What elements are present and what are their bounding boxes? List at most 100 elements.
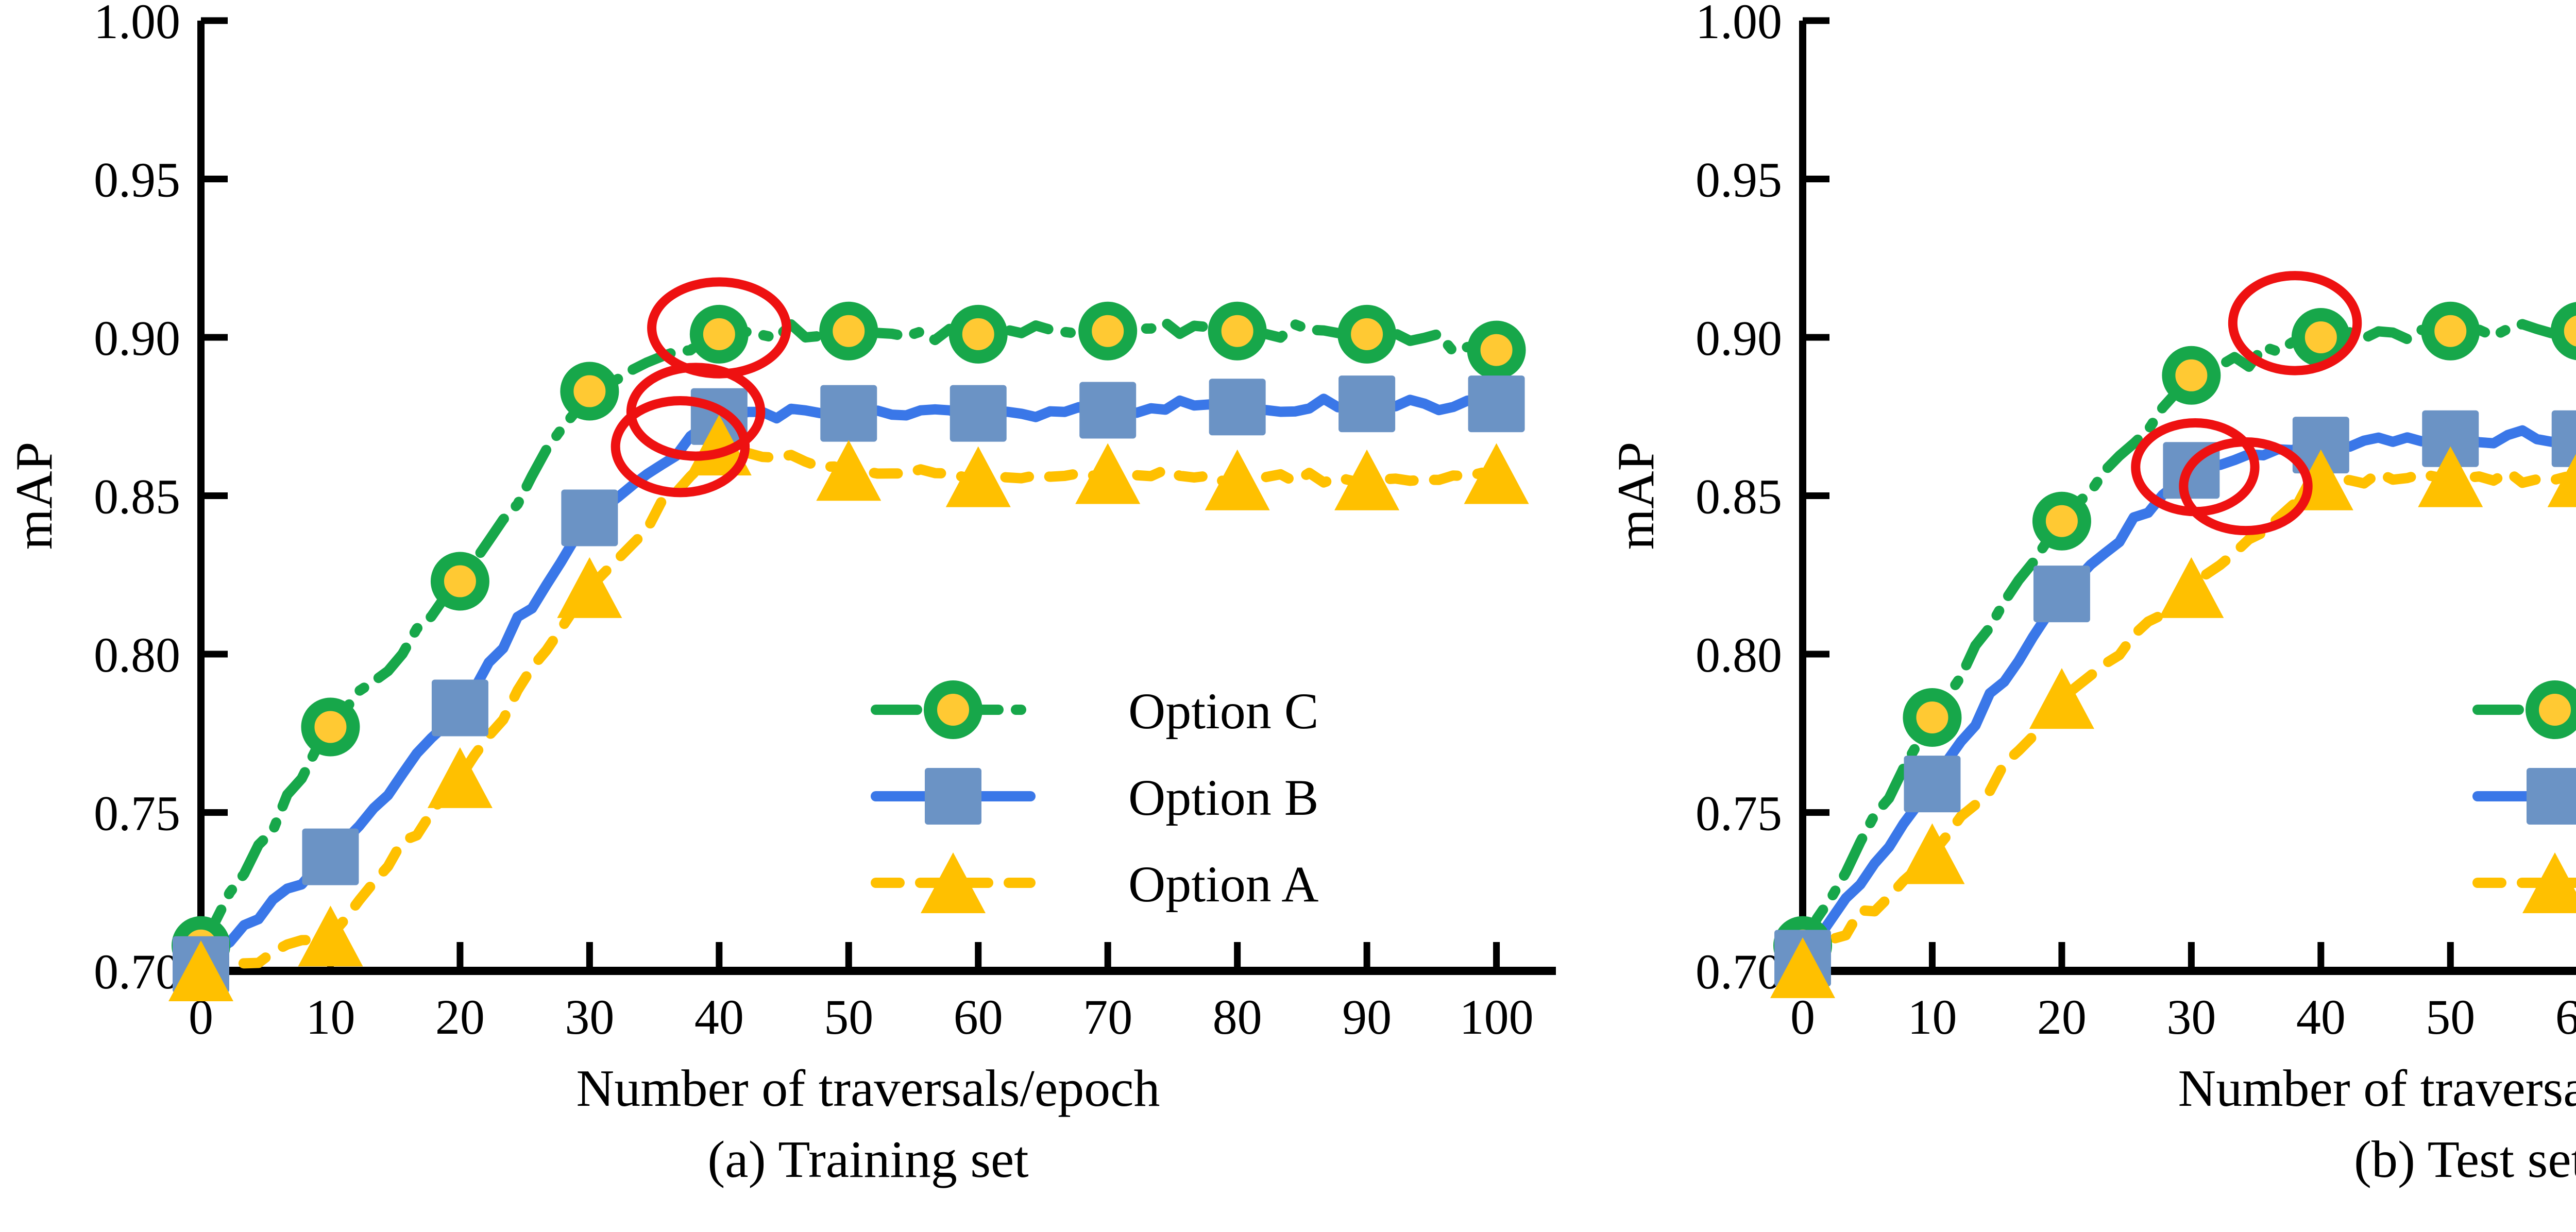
circle-marker	[924, 680, 982, 739]
markers-option-c	[172, 301, 1526, 975]
circle-marker	[1903, 688, 1962, 747]
x-axis-tick-label: 50	[2426, 989, 2475, 1045]
triangle-marker	[1334, 449, 1400, 510]
circle-marker	[2162, 346, 2221, 405]
square-marker	[2422, 410, 2479, 467]
square-marker	[1079, 382, 1137, 439]
legend-label-option-c: Option C	[1128, 682, 1318, 740]
highlight-ellipse	[2179, 437, 2313, 536]
square-marker	[1338, 375, 1396, 433]
y-axis-title: mAP	[1607, 442, 1665, 550]
circle-marker	[1337, 304, 1397, 364]
circle-marker	[560, 362, 619, 421]
axes-group: 0.700.750.800.850.900.951.000 10 20 30 40 50 6…	[1696, 0, 2576, 1045]
y-axis-tick-label: 0.70	[1696, 944, 1782, 999]
circle-marker	[2291, 308, 2350, 367]
square-marker	[561, 489, 618, 546]
y-axis-tick-label: 0.95	[94, 152, 180, 208]
x-axis-tick-label: 10	[1907, 989, 1957, 1045]
square-marker	[925, 768, 981, 825]
x-axis-tick-label: 40	[694, 989, 744, 1045]
chart-svg-a: 0.700.750.800.850.900.951.000 10 20 30 40 50 6…	[5, 0, 1556, 1189]
square-marker	[2033, 566, 2090, 623]
x-axis-tick-label: 90	[1342, 989, 1392, 1045]
square-marker	[820, 385, 877, 442]
square-marker	[950, 385, 1007, 442]
x-axis-tick-label: 100	[1460, 989, 1534, 1045]
triangle-marker	[921, 852, 986, 913]
triangle-marker	[1464, 443, 1529, 504]
circle-marker	[2526, 680, 2576, 739]
square-marker	[431, 679, 488, 737]
square-marker	[1209, 379, 1266, 436]
x-axis-tick-label: 30	[565, 989, 614, 1045]
triangle-marker	[1075, 443, 1141, 504]
triangle-marker	[298, 905, 363, 967]
y-axis-tick-label: 0.75	[94, 786, 180, 841]
square-marker	[2527, 768, 2576, 825]
circle-marker	[689, 304, 749, 364]
annotation-group	[611, 277, 791, 498]
x-axis-tick-label: 50	[824, 989, 873, 1045]
triangle-marker	[2159, 557, 2224, 618]
chart-svg-b: 0.70 0.75 0.80 0.85 0.90 0.95 1.00 0 10 20 30 40 50 6…	[1607, 0, 2576, 1189]
x-axis-tick-label: 60	[954, 989, 1003, 1045]
legend-label-option-b: Option B	[1128, 769, 1318, 826]
x-axis-tick-label: 20	[435, 989, 485, 1045]
y-axis-tick-label: 1.00	[94, 0, 180, 49]
panel-caption: (a) Training set	[707, 1131, 1028, 1189]
circle-marker	[2550, 302, 2576, 361]
axes-group: 0.700.750.800.850.900.951.000 10 20 30 40 50 6…	[94, 0, 1556, 1045]
circle-marker	[301, 697, 360, 757]
y-axis-tick-label: 0.80	[94, 627, 180, 682]
square-marker	[2551, 410, 2576, 467]
markers-option-a	[168, 415, 1529, 1001]
circle-marker	[1467, 320, 1526, 380]
legend-label-option-a: Option A	[1128, 855, 1318, 913]
x-axis-title: Number of traversals/epoch	[2178, 1059, 2576, 1118]
chart-panel-training-set: 0.70 0.75 0.80 0.85 0.90 0.95 1.00 0 10 20 30 40 50 6…	[5, 0, 1556, 1189]
highlight-ellipse	[611, 396, 750, 498]
y-axis-tick-label: 1.00	[1696, 0, 1782, 49]
y-axis-tick-label: 0.95	[1696, 152, 1782, 208]
x-axis-tick-label: 10	[306, 989, 355, 1045]
triangle-marker	[816, 440, 882, 501]
x-axis-title: Number of traversals/epoch	[577, 1059, 1160, 1118]
circle-marker	[819, 301, 878, 361]
markers-option-a	[1770, 446, 2576, 998]
x-axis-tick-label: 80	[1213, 989, 1262, 1045]
triangle-marker	[945, 446, 1011, 507]
y-axis-tick-label: 0.80	[1696, 627, 1782, 682]
legend: Option C Option B Option A	[871, 680, 1318, 913]
triangle-marker	[1900, 823, 1965, 884]
circle-marker	[948, 304, 1008, 364]
triangle-marker	[2547, 454, 2576, 507]
series-line	[196, 317, 1502, 951]
triangle-marker	[1770, 937, 1835, 998]
y-axis-tick-label: 0.90	[1696, 311, 1782, 366]
highlight-ellipse	[2228, 271, 2362, 375]
panel-caption: (b) Test set	[2354, 1131, 2576, 1189]
annotation-group	[2131, 271, 2362, 536]
x-axis-tick-label: 0	[1790, 989, 1815, 1045]
circle-marker	[2032, 491, 2091, 551]
square-marker	[1904, 756, 1961, 813]
square-marker	[1468, 375, 1525, 433]
triangle-marker	[2418, 446, 2483, 507]
y-axis-tick-label: 0.85	[94, 469, 180, 524]
x-axis-tick-label: 20	[2037, 989, 2087, 1045]
triangle-marker	[2522, 852, 2576, 913]
triangle-marker	[2029, 668, 2094, 729]
y-axis-tick-label: 0.90	[94, 311, 180, 366]
circle-marker	[430, 552, 489, 611]
y-axis-tick-label: 0.85	[1696, 469, 1782, 524]
y-axis-tick-label: 0.75	[1696, 786, 1782, 841]
x-axis-tick-label: 70	[1083, 989, 1132, 1045]
x-axis-tick-label: 40	[2296, 989, 2346, 1045]
series-option-c	[196, 317, 1502, 951]
y-axis-title: mAP	[5, 442, 63, 550]
triangle-marker	[1205, 449, 1270, 510]
circle-marker	[1208, 301, 1267, 361]
markers-option-b	[1774, 410, 2576, 987]
